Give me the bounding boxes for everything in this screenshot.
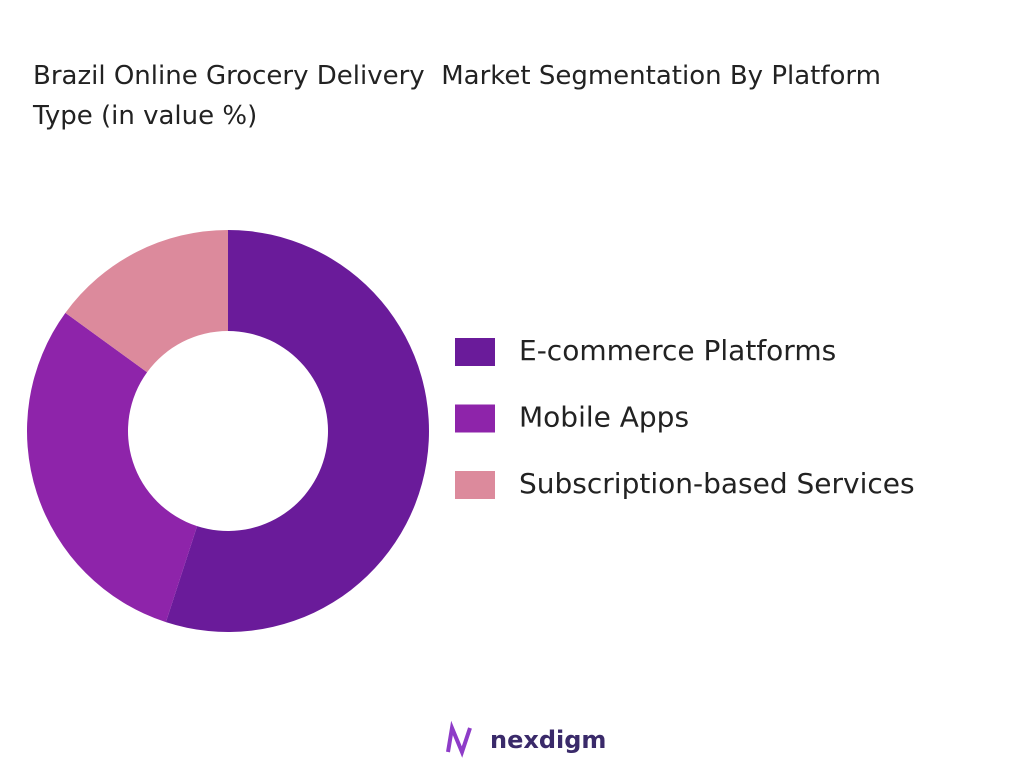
legend-swatch [455, 404, 495, 433]
legend-label: E-commerce Platforms [519, 334, 836, 367]
donut [26, 230, 430, 632]
legend-swatch [455, 338, 495, 366]
legend-swatch [455, 471, 495, 499]
brand-logo [446, 720, 472, 758]
brand-name: nexdigm [490, 726, 606, 754]
legend-label: Mobile Apps [519, 401, 689, 434]
legend-label: Subscription-based Services [519, 467, 915, 500]
donut-slice [165, 230, 430, 632]
donut-slice [65, 230, 229, 373]
chart-title: Brazil Online Grocery Delivery Market Se… [33, 61, 890, 131]
donut-slice [26, 312, 198, 623]
legend: E-commerce Platforms Mobile Apps Subscript… [455, 334, 915, 500]
